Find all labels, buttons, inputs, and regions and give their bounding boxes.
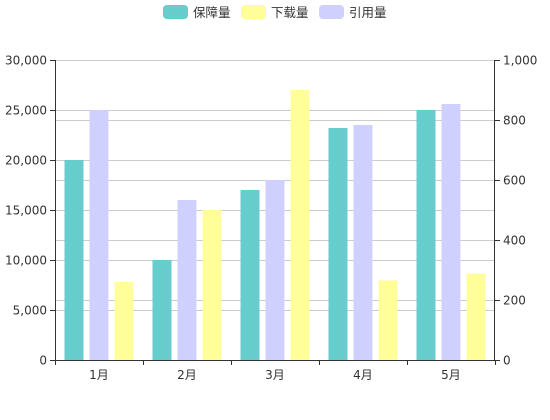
legend-item-下载量[interactable]: 下载量 xyxy=(241,5,309,20)
x-tick-label: 1月 xyxy=(89,368,109,382)
legend[interactable]: 保障量 下载量 引用量 xyxy=(163,5,387,20)
x-tick-label: 4月 xyxy=(353,368,373,382)
legend-item-引用量[interactable]: 引用量 xyxy=(319,5,387,20)
axes: 0 5,000 10,000 15,000 20,000 25,000 30,000 0 200… xyxy=(5,54,537,383)
bar-下载量-4月[interactable] xyxy=(378,280,398,361)
y-left-tick-label: 10,000 xyxy=(5,254,47,268)
bar-下载量-1月[interactable] xyxy=(114,282,134,360)
legend-label: 引用量 xyxy=(349,5,387,20)
bar-保障量-3月[interactable] xyxy=(240,190,260,360)
y-right-tick-label: 1,000 xyxy=(503,54,537,68)
legend-swatch xyxy=(163,5,188,19)
y-left-tick-label: 30,000 xyxy=(5,54,47,68)
bar-引用量-3月[interactable] xyxy=(265,180,285,360)
bar-下载量-2月[interactable] xyxy=(202,210,222,360)
legend-label: 保障量 xyxy=(193,5,231,20)
bar-保障量-1月[interactable] xyxy=(64,160,84,360)
bar-保障量-2月[interactable] xyxy=(152,260,172,360)
y-right-tick-label: 400 xyxy=(503,234,526,248)
legend-label: 下载量 xyxy=(271,5,309,20)
legend-item-保障量[interactable]: 保障量 xyxy=(163,5,231,20)
bar-保障量-4月[interactable] xyxy=(328,128,348,360)
bars xyxy=(64,90,486,361)
y-left-tick-label: 15,000 xyxy=(5,204,47,218)
y-left-tick-label: 25,000 xyxy=(5,104,47,118)
bar-下载量-5月[interactable] xyxy=(466,273,486,360)
y-left-tick-label: 20,000 xyxy=(5,154,47,168)
y-left-tick-label: 0 xyxy=(39,354,47,368)
bar-引用量-2月[interactable] xyxy=(177,200,197,360)
bar-引用量-5月[interactable] xyxy=(441,104,461,360)
x-tick-label: 2月 xyxy=(177,368,197,382)
x-tick-label: 5月 xyxy=(441,368,461,382)
bar-保障量-5月[interactable] xyxy=(416,110,436,360)
legend-swatch xyxy=(241,5,266,19)
y-right-tick-label: 0 xyxy=(503,354,511,368)
bar-引用量-4月[interactable] xyxy=(353,125,373,360)
y-right-tick-label: 200 xyxy=(503,294,526,308)
y-right-tick-label: 800 xyxy=(503,114,526,128)
bar-引用量-1月[interactable] xyxy=(89,110,109,360)
y-left-tick-label: 5,000 xyxy=(13,304,47,318)
legend-swatch xyxy=(319,5,344,19)
bar-下载量-3月[interactable] xyxy=(290,90,310,360)
x-tick-label: 3月 xyxy=(265,368,285,382)
y-right-tick-label: 600 xyxy=(503,174,526,188)
